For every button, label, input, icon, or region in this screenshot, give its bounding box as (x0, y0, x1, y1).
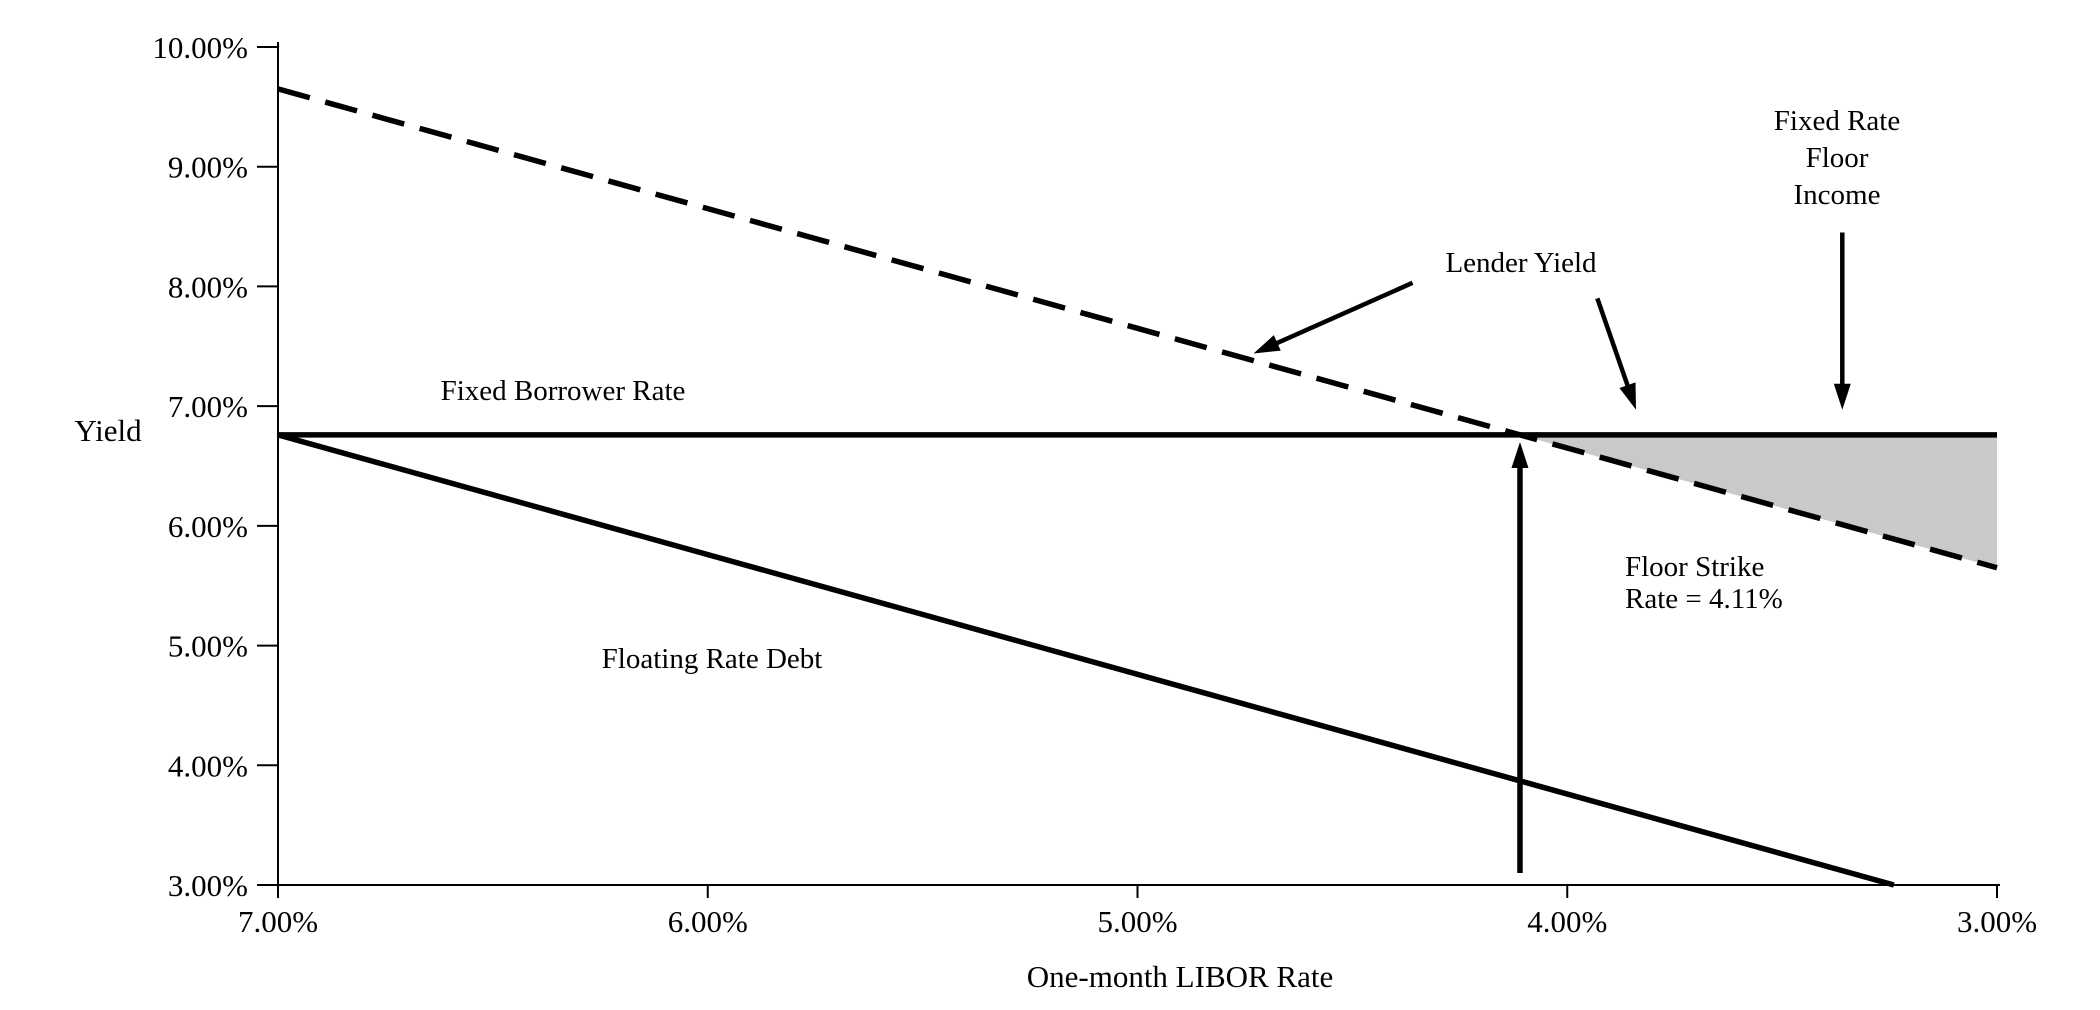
x-axis-title: One-month LIBOR Rate (1026, 959, 1334, 994)
lender-yield-pointer-right-arrow-shaft (1595, 297, 1631, 390)
y-tick-label: 4.00% (168, 748, 248, 783)
fixed-rate-floor-income-line1: Fixed Rate (1773, 105, 1901, 137)
floor-strike-arrow-head (1511, 442, 1529, 469)
x-tick-label: 7.00% (238, 904, 318, 939)
lender-yield-label: Lender Yield (1445, 247, 1597, 279)
y-tick-label: 5.00% (168, 629, 248, 664)
lender-yield-pointer-left-arrow-head (1253, 335, 1281, 354)
x-tick-label: 5.00% (1097, 904, 1177, 939)
floor-strike-line2: Rate = 4.11% (1625, 583, 1783, 615)
x-tick-label: 3.00% (1957, 904, 2037, 939)
fixed-rate-floor-income-label: Fixed Rate Floor Income (1717, 103, 1957, 214)
lender-yield-pointer-left-arrow-shaft (1272, 280, 1414, 347)
y-tick-label: 8.00% (168, 269, 248, 304)
floating-rate-debt-label: Floating Rate Debt (601, 643, 823, 675)
floor-strike-label: Floor Strike Rate = 4.11% (1625, 551, 1783, 615)
fixed-borrower-rate-label: Fixed Borrower Rate (440, 375, 686, 407)
y-axis-title: Yield (74, 413, 142, 448)
floor-strike-line1: Floor Strike (1625, 551, 1765, 583)
y-tick-label: 7.00% (168, 389, 248, 424)
series-line-lender-yield (277, 86, 1998, 571)
fixed-rate-floor-income-line2: Floor (1805, 142, 1869, 174)
lender-yield-pointer-right-arrow-head (1619, 382, 1637, 410)
x-tick-label: 6.00% (668, 904, 748, 939)
fixed-rate-floor-income-line3: Income (1793, 179, 1881, 211)
y-tick-label: 6.00% (168, 509, 248, 544)
series-line-floating-rate-debt (277, 432, 1895, 888)
y-tick-label: 3.00% (168, 868, 248, 903)
floor-income-pointer-arrow-head (1833, 383, 1851, 410)
floor-income-area (1519, 434, 1997, 568)
x-tick-label: 4.00% (1527, 904, 1607, 939)
y-tick-label: 10.00% (152, 30, 248, 65)
y-tick-label: 9.00% (168, 150, 248, 185)
